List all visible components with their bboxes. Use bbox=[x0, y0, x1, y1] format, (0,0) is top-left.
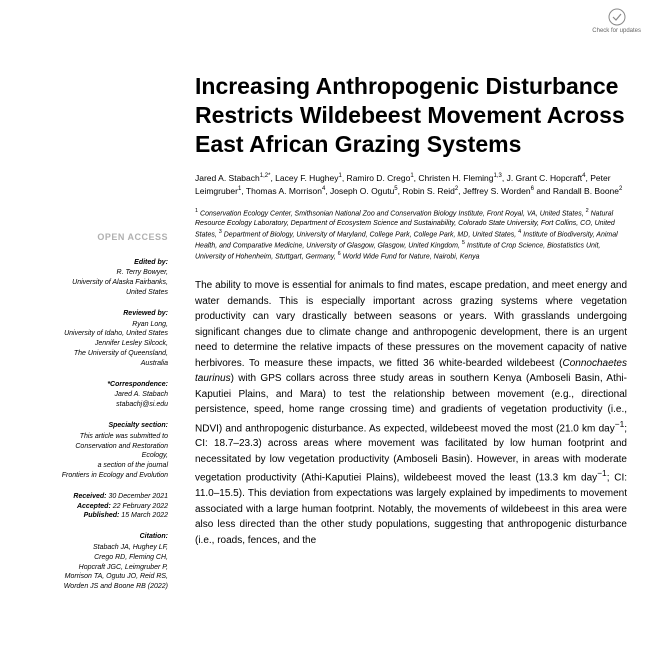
specialty-line: This article was submitted to bbox=[30, 432, 168, 442]
reviewed-by-line: University of Idaho, United States bbox=[30, 329, 168, 339]
sidebar-metadata: OPEN ACCESS Edited by: R. Terry Bowyer, … bbox=[30, 231, 168, 603]
open-access-label: OPEN ACCESS bbox=[30, 231, 168, 244]
edited-by-line: United States bbox=[30, 288, 168, 298]
citation-line: Crego RD, Fleming CH, bbox=[30, 553, 168, 563]
affiliations-list: 1 Conservation Ecology Center, Smithsoni… bbox=[195, 208, 627, 262]
edited-by-section: Edited by: R. Terry Bowyer, University o… bbox=[30, 258, 168, 298]
citation-label: Citation: bbox=[30, 532, 168, 542]
correspondence-label: *Correspondence: bbox=[30, 380, 168, 390]
reviewed-by-label: Reviewed by: bbox=[30, 309, 168, 319]
check-updates-icon bbox=[608, 8, 626, 26]
correspondence-name: Jared A. Stabach bbox=[30, 390, 168, 400]
check-updates-label: Check for updates bbox=[592, 28, 641, 34]
specialty-line: Conservation and Restoration bbox=[30, 442, 168, 452]
correspondence-email[interactable]: stabachj@si.edu bbox=[30, 400, 168, 410]
received-line: Received: 30 December 2021 bbox=[30, 492, 168, 502]
accepted-line: Accepted: 22 February 2022 bbox=[30, 502, 168, 512]
edited-by-label: Edited by: bbox=[30, 258, 168, 268]
specialty-line: Ecology, bbox=[30, 451, 168, 461]
edited-by-line: University of Alaska Fairbanks, bbox=[30, 278, 168, 288]
edited-by-line: R. Terry Bowyer, bbox=[30, 268, 168, 278]
correspondence-section: *Correspondence: Jared A. Stabach stabac… bbox=[30, 380, 168, 410]
specialty-line: Frontiers in Ecology and Evolution bbox=[30, 471, 168, 481]
specialty-label: Specialty section: bbox=[30, 421, 168, 431]
authors-list: Jared A. Stabach1,2*, Lacey F. Hughey1, … bbox=[195, 172, 627, 198]
reviewed-by-line: Jennifer Lesley Silcock, bbox=[30, 339, 168, 349]
main-content: Increasing Anthropogenic Disturbance Res… bbox=[195, 72, 627, 548]
specialty-line: a section of the journal bbox=[30, 461, 168, 471]
dates-section: Received: 30 December 2021 Accepted: 22 … bbox=[30, 492, 168, 521]
specialty-section: Specialty section: This article was subm… bbox=[30, 421, 168, 481]
citation-line: Hopcraft JGC, Leimgruber P, bbox=[30, 563, 168, 573]
published-line: Published: 15 March 2022 bbox=[30, 511, 168, 521]
reviewed-by-section: Reviewed by: Ryan Long, University of Id… bbox=[30, 309, 168, 369]
citation-section: Citation: Stabach JA, Hughey LF, Crego R… bbox=[30, 532, 168, 592]
citation-line: Stabach JA, Hughey LF, bbox=[30, 543, 168, 553]
reviewed-by-line: Australia bbox=[30, 359, 168, 369]
check-updates-badge[interactable]: Check for updates bbox=[592, 8, 641, 34]
article-title: Increasing Anthropogenic Disturbance Res… bbox=[195, 72, 627, 158]
reviewed-by-line: The University of Queensland, bbox=[30, 349, 168, 359]
citation-line: Worden JS and Boone RB (2022) bbox=[30, 582, 168, 592]
citation-line: Morrison TA, Ogutu JO, Reid RS, bbox=[30, 572, 168, 582]
abstract-text: The ability to move is essential for ani… bbox=[195, 278, 627, 548]
reviewed-by-line: Ryan Long, bbox=[30, 320, 168, 330]
